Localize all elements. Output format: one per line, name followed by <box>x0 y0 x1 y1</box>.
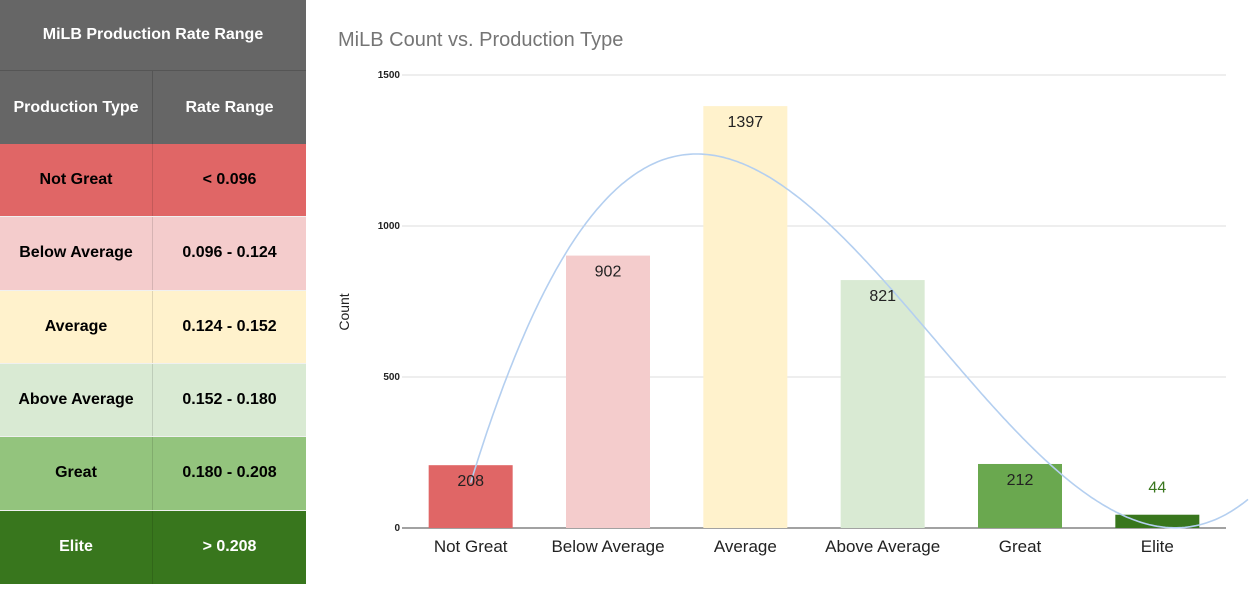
table-row-average: Average 0.124 - 0.152 <box>0 290 306 364</box>
table-row-above-average: Above Average 0.152 - 0.180 <box>0 363 306 438</box>
bar-not-great <box>428 465 513 528</box>
cell-production-type: Below Average <box>0 217 153 290</box>
x-tick-label: Above Average <box>825 537 940 556</box>
bar-average <box>703 106 788 528</box>
data-label: 902 <box>595 264 622 281</box>
x-tick-label: Elite <box>1141 537 1174 556</box>
bar-below-average <box>566 255 650 528</box>
data-label: 208 <box>457 473 484 490</box>
table-title: MiLB Production Rate Range <box>0 0 306 72</box>
cell-rate-range: > 0.208 <box>153 510 306 584</box>
data-label: 44 <box>1148 480 1166 497</box>
table-header-row: Production Type Rate Range <box>0 71 306 144</box>
bar-elite <box>1115 514 1200 528</box>
table-row-below-average: Below Average 0.096 - 0.124 <box>0 217 306 291</box>
bar-chart-svg: MiLB Count vs. Production Type Count 0 50… <box>336 29 1249 556</box>
table-row-not-great: Not Great < 0.096 <box>0 143 306 218</box>
bar-above-average <box>840 280 925 528</box>
cell-production-type: Great <box>0 437 153 510</box>
cell-rate-range: 0.180 - 0.208 <box>153 437 306 510</box>
header-rate-range: Rate Range <box>153 71 306 144</box>
data-label: 212 <box>1007 472 1034 489</box>
cell-production-type: Not Great <box>0 143 153 217</box>
y-tick-label: 1500 <box>378 70 401 81</box>
bar-great <box>978 463 1062 528</box>
y-tick-label: 0 <box>394 523 400 534</box>
data-label: 821 <box>869 288 896 305</box>
data-label: 1397 <box>728 114 764 131</box>
x-tick-label: Below Average <box>551 537 664 556</box>
count-chart: MiLB Count vs. Production Type Count 0 50… <box>306 0 1252 584</box>
x-tick-label: Average <box>714 537 777 556</box>
table-title-row: MiLB Production Rate Range <box>0 0 306 72</box>
y-tick-label: 1000 <box>378 221 401 232</box>
cell-production-type: Above Average <box>0 363 153 437</box>
cell-rate-range: 0.152 - 0.180 <box>153 363 306 437</box>
header-production-type: Production Type <box>0 71 153 144</box>
table-row-elite: Elite > 0.208 <box>0 510 306 584</box>
cell-rate-range: < 0.096 <box>153 143 306 217</box>
y-tick-label: 500 <box>383 372 400 383</box>
cell-production-type: Average <box>0 290 153 363</box>
x-tick-label: Not Great <box>434 537 508 556</box>
trendline <box>469 153 1249 529</box>
cell-rate-range: 0.096 - 0.124 <box>153 217 306 290</box>
x-tick-label: Great <box>999 537 1042 556</box>
cell-rate-range: 0.124 - 0.152 <box>153 290 306 363</box>
production-rate-table: MiLB Production Rate Range Production Ty… <box>0 0 306 584</box>
y-axis-label: Count <box>336 293 352 330</box>
cell-production-type: Elite <box>0 510 153 584</box>
chart-title: MiLB Count vs. Production Type <box>338 29 623 51</box>
table-row-great: Great 0.180 - 0.208 <box>0 437 306 511</box>
